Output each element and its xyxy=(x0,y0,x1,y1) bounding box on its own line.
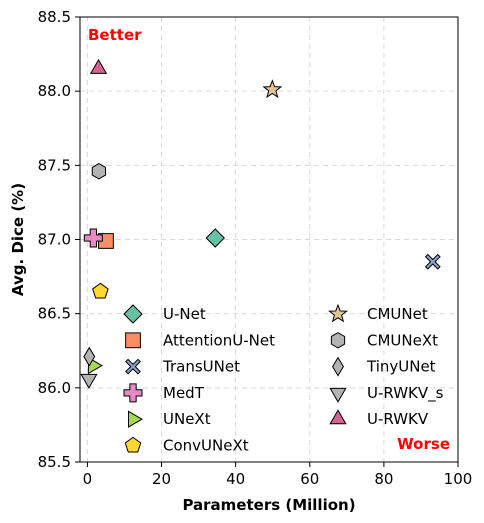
legend-label-u-net: U-Net xyxy=(163,305,206,323)
legend-marker-tinyunet xyxy=(332,356,344,377)
point-cmunext xyxy=(91,163,107,180)
legend-marker-cmunext xyxy=(330,332,346,349)
x-tick-label: 20 xyxy=(152,470,171,488)
worse-annotation: Worse xyxy=(397,435,450,453)
point-cmunet xyxy=(262,79,283,99)
x-tick-label: 60 xyxy=(300,470,319,488)
legend-label-tinyunet: TinyUNet xyxy=(366,358,436,376)
legend-marker-u-net xyxy=(123,304,143,324)
point-tinyunet xyxy=(83,346,96,367)
legend-label-transunet: TransUNet xyxy=(162,358,240,376)
y-tick-label: 86.0 xyxy=(38,379,71,397)
legend-label-convunext: ConvUNeXt xyxy=(163,437,249,455)
legend-label-attentionu-net: AttentionU-Net xyxy=(163,331,275,349)
y-axis-label: Avg. Dice (%) xyxy=(9,183,27,296)
point-medt xyxy=(83,228,103,248)
point-u-rwkv-s xyxy=(80,373,98,389)
legend: U-Net AttentionU-Net TransUNet MedT UNeXt Con… xyxy=(123,303,444,455)
legend-marker-unext xyxy=(128,410,144,428)
point-convunext xyxy=(92,282,109,299)
x-tick-label: 100 xyxy=(444,470,473,488)
legend-marker-attentionu-net xyxy=(125,332,141,349)
legend-label-cmunet: CMUNet xyxy=(367,305,428,323)
legend-marker-cmunet xyxy=(328,303,348,323)
legend-marker-convunext xyxy=(124,436,142,453)
legend-marker-u-rwkv-s xyxy=(329,387,347,403)
better-annotation: Better xyxy=(88,26,142,44)
x-tick-label: 80 xyxy=(374,470,393,488)
point-u-net xyxy=(205,228,225,248)
x-axis-label: Parameters (Million) xyxy=(182,496,355,514)
x-tick-label: 40 xyxy=(226,470,245,488)
y-tick-label: 87.0 xyxy=(38,231,71,249)
y-tick-label: 88.0 xyxy=(38,82,71,100)
y-tick-label: 85.5 xyxy=(38,453,71,471)
legend-marker-medt xyxy=(123,383,143,403)
legend-label-u-rwkv: U-RWKV xyxy=(367,410,429,428)
point-u-rwkv xyxy=(89,58,108,74)
legend-marker-u-rwkv xyxy=(329,409,347,425)
y-tick-label: 86.5 xyxy=(38,305,71,323)
axis-ticks: 0 20 40 60 80 100 85.5 86.0 86.5 87.0 87.5 88.0 88.5 xyxy=(38,8,473,488)
point-transunet xyxy=(424,253,441,270)
legend-label-unext: UNeXt xyxy=(163,410,211,428)
legend-label-medt: MedT xyxy=(163,384,205,402)
legend-label-u-rwkv-s: U-RWKV_s xyxy=(367,384,444,403)
legend-label-cmunext: CMUNeXt xyxy=(367,331,438,349)
legend-marker-transunet xyxy=(125,358,141,375)
x-tick-label: 0 xyxy=(83,470,93,488)
data-points xyxy=(80,58,441,389)
y-tick-label: 87.5 xyxy=(38,156,71,174)
y-tick-label: 88.5 xyxy=(38,8,71,26)
